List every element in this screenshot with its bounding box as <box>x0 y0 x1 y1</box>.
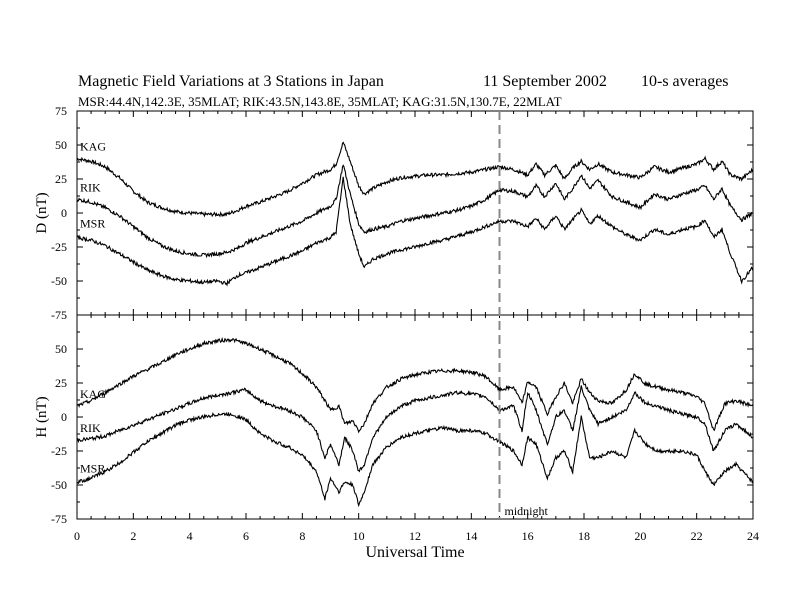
x-tick-label: 10 <box>353 529 365 543</box>
y-tick-label: 0 <box>61 410 67 424</box>
x-tick-label: 20 <box>634 529 646 543</box>
stations-coordinates: MSR:44.4N,142.3E, 35MLAT; RIK:43.5N,143.… <box>78 94 562 109</box>
midnight-label: midnight <box>505 504 549 518</box>
x-tick-label: 14 <box>465 529 477 543</box>
averaging-label: 10-s averages <box>641 73 729 90</box>
series-line-rik <box>76 385 754 473</box>
y-tick-label: -50 <box>51 478 67 492</box>
series-label-msr: MSR <box>80 461 105 475</box>
series-label-rik: RIK <box>80 180 101 194</box>
y-tick-label: 25 <box>55 172 67 186</box>
y-tick-label: 75 <box>55 104 67 118</box>
series-label-kag: KAG <box>80 387 106 401</box>
panel-frame-1 <box>76 110 754 316</box>
x-tick-label: 22 <box>691 529 703 543</box>
x-tick-label: 0 <box>74 529 80 543</box>
x-tick-label: 16 <box>522 529 534 543</box>
y-axis-label: D (nT) <box>34 192 50 233</box>
y-tick-label: -25 <box>51 444 67 458</box>
y-tick-label: -50 <box>51 274 67 288</box>
x-axis-label: Universal Time <box>365 544 464 561</box>
chart-title: Magnetic Field Variations at 3 Stations … <box>78 73 384 90</box>
series-line-msr <box>76 411 754 508</box>
y-tick-label: 50 <box>55 342 67 356</box>
x-tick-label: 4 <box>187 529 193 543</box>
series-label-rik: RIK <box>80 421 101 435</box>
series-line-rik <box>76 164 754 259</box>
y-tick-label: -25 <box>51 240 67 254</box>
y-tick-label: 50 <box>55 138 67 152</box>
x-tick-label: 6 <box>243 529 249 543</box>
series-line-kag <box>76 336 754 434</box>
y-tick-label: 0 <box>61 206 67 220</box>
y-axis-label: H (nT) <box>34 396 50 437</box>
x-tick-label: 2 <box>130 529 136 543</box>
y-tick-label: -75 <box>51 512 67 526</box>
y-tick-label: -75 <box>51 308 67 322</box>
x-tick-label: 12 <box>409 529 421 543</box>
series-line-msr <box>76 176 754 287</box>
series-line-kag <box>76 141 754 218</box>
x-tick-label: 24 <box>747 529 759 543</box>
y-tick-label: 25 <box>55 376 67 390</box>
series-label-kag: KAG <box>80 140 106 154</box>
x-tick-label: 18 <box>578 529 590 543</box>
panel-frame-2 <box>76 314 754 520</box>
series-label-msr: MSR <box>80 216 105 230</box>
x-tick-label: 8 <box>299 529 305 543</box>
chart-date: 11 September 2002 <box>483 73 607 90</box>
